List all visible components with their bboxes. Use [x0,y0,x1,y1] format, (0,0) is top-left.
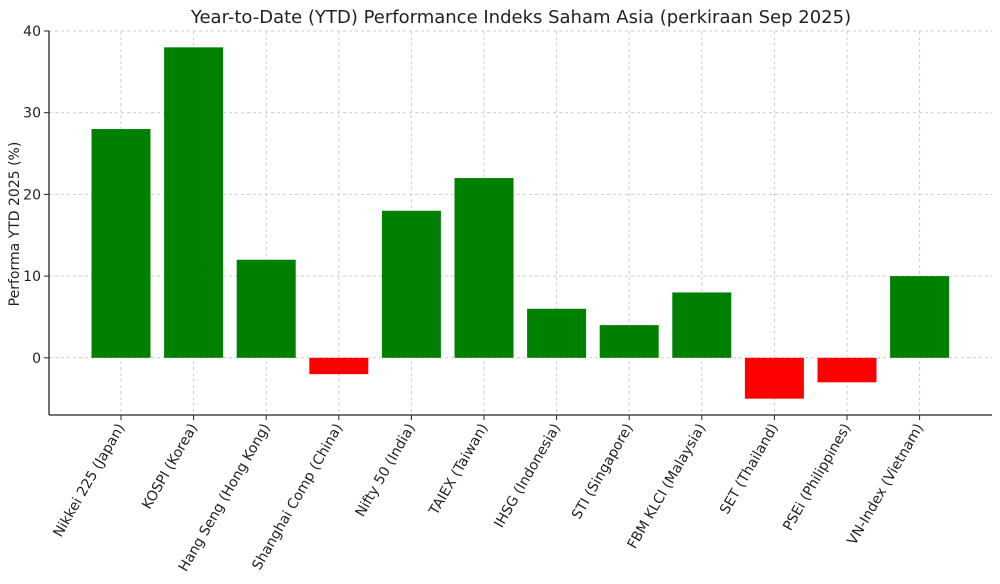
bar [164,47,224,358]
y-tick-label: 10 [23,269,41,285]
bar [599,325,659,358]
x-tick-label: TAIEX (Taiwan) [426,421,492,519]
bar [381,210,441,358]
x-tick-label: SET (Thailand) [717,421,782,517]
y-tick-label: 40 [23,24,41,40]
x-tick-label: FBM KLCI (Malaysia) [625,421,710,552]
bar [309,357,369,375]
x-tick-label: Nikkei 225 (Japan) [51,421,129,540]
x-tick-label: VN-Index (Vietnam) [845,421,928,548]
bar [91,129,151,358]
x-tick-label: IHSG (Indonesia) [491,421,564,531]
y-tick-label: 20 [23,187,41,203]
bar [744,357,804,399]
y-ticks: 0 10 20 30 40 [23,24,49,367]
x-tick-label: Nifty 50 (India) [353,421,419,520]
bar [817,357,877,383]
bar [890,276,950,358]
y-axis-label: Performa YTD 2025 (%) [7,142,23,307]
chart-title: Year-to-Date (YTD) Performance Indeks Sa… [190,7,851,28]
y-tick-label: 0 [32,351,41,367]
bar [672,292,732,358]
y-tick-label: 30 [23,106,41,122]
x-tick-label: PSEi (Philippines) [780,421,854,534]
x-tick-label: STI (Singapore) [569,421,637,522]
bar [236,259,296,358]
bar [454,178,514,358]
axes [48,31,992,416]
bar [527,308,587,358]
bars [91,47,950,399]
x-ticks: Nikkei 225 (Japan) KOSPI (Korea)Hang Seng… [51,415,928,575]
x-tick-label: KOSPI (Korea) [139,421,201,512]
